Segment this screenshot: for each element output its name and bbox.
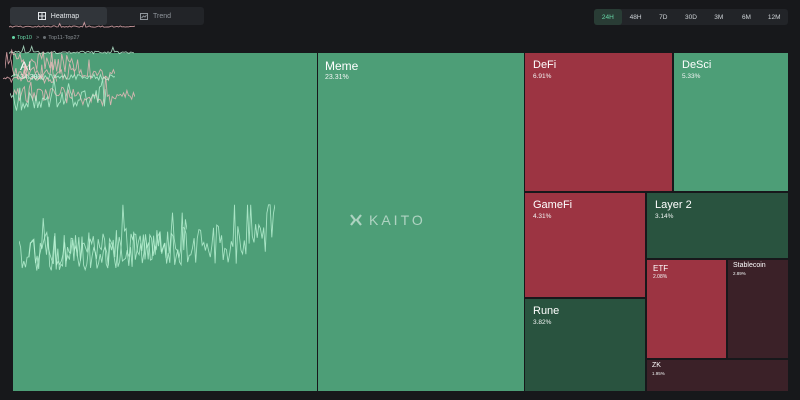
tile-percentage: 6.91% <box>533 73 552 80</box>
sparkline-path <box>11 59 115 82</box>
tile-percentage: 2.08% <box>653 274 668 280</box>
tile-percentage: 3.14% <box>655 213 674 220</box>
tile-name: Rune <box>533 305 560 317</box>
timeframe-selector: 24H 48H 7D 30D 3M 6M 12M <box>594 9 788 25</box>
timeframe-option[interactable]: 3M <box>714 13 724 21</box>
sparkline-path <box>9 21 135 28</box>
sparkline <box>9 21 135 28</box>
tile-name: GameFi <box>533 199 573 211</box>
tile-name: DeSci <box>682 59 712 71</box>
breadcrumb-next-label: Top11-Top27 <box>48 35 80 41</box>
tile-name: Meme <box>325 59 359 73</box>
kaito-logo-icon <box>350 214 362 226</box>
tile-percentage: 4.31% <box>533 213 552 220</box>
heatmap-tile[interactable]: DeSci 5.33% <box>674 53 788 191</box>
tile-percentage: 23.31% <box>325 74 349 81</box>
breadcrumb: Top10 > Top11-Top27 <box>12 33 80 43</box>
sparkline-path <box>9 44 134 55</box>
timeframe-option[interactable]: 24H <box>594 9 622 25</box>
breadcrumb-current-label: Top10 <box>17 35 32 41</box>
heatmap-tile[interactable]: ETF 2.08% <box>647 260 726 358</box>
heatmap-tile[interactable]: Layer 2 3.14% <box>647 193 788 258</box>
heatmap-tile[interactable]: GameFi 4.31% <box>525 193 645 297</box>
heatmap-tile[interactable]: ZK 1.95% <box>647 360 788 391</box>
tile-name: ETF <box>653 264 669 273</box>
sparkline <box>11 73 115 82</box>
heatmap-view-label: Heatmap <box>50 12 80 20</box>
sparkline-path <box>11 73 115 82</box>
sparkline <box>5 48 75 77</box>
sparkline <box>19 212 187 272</box>
heatmap-tile[interactable]: DeFi 6.91% <box>525 53 672 191</box>
heatmap-tile[interactable]: Stablecoin 2.89% <box>728 260 788 358</box>
sparkline-path <box>3 64 57 85</box>
heatmap-view-button[interactable]: Heatmap <box>10 7 107 25</box>
active-dot-icon <box>12 36 15 39</box>
timeframe-option[interactable]: 30D <box>685 13 697 21</box>
sparkline <box>9 44 134 55</box>
tile-percentage: 5.33% <box>682 73 701 80</box>
timeframe-option[interactable]: 12M <box>767 13 781 21</box>
timeframe-option[interactable]: 48H <box>629 13 642 21</box>
sparkline <box>10 78 106 111</box>
breadcrumb-next[interactable]: Top11-Top27 <box>43 35 80 41</box>
sparkline-path <box>13 75 135 108</box>
breadcrumb-current[interactable]: Top10 <box>12 35 32 41</box>
sparkline-path <box>5 48 75 77</box>
sparkline-path <box>10 78 106 111</box>
tile-name: Stablecoin <box>733 262 766 269</box>
sparkline-path <box>19 212 187 272</box>
sparkline <box>13 75 135 108</box>
watermark-text: KAITO <box>369 212 426 228</box>
tile-name: Layer 2 <box>655 199 692 211</box>
breadcrumb-separator: > <box>36 35 40 41</box>
sparkline <box>11 59 115 82</box>
sparkline <box>3 64 57 85</box>
trend-chart-icon <box>139 12 148 20</box>
grid-icon <box>37 12 46 20</box>
tile-name: DeFi <box>533 59 557 71</box>
trend-view-button[interactable]: Trend <box>107 7 204 25</box>
tile-percentage: 2.89% <box>733 271 746 276</box>
tile-percentage: 1.95% <box>652 371 665 376</box>
timeframe-option[interactable]: 7D <box>659 13 668 21</box>
timeframe-option[interactable]: 6M <box>741 13 751 21</box>
kaito-watermark: KAITO <box>349 212 426 228</box>
heatmap-tile[interactable]: Rune 3.82% <box>525 299 645 391</box>
tile-name: ZK <box>652 362 661 369</box>
view-toggle: Heatmap Trend <box>10 7 204 25</box>
tile-percentage: 3.82% <box>533 319 552 326</box>
trend-view-label: Trend <box>152 12 172 20</box>
inactive-dot-icon <box>43 36 47 39</box>
